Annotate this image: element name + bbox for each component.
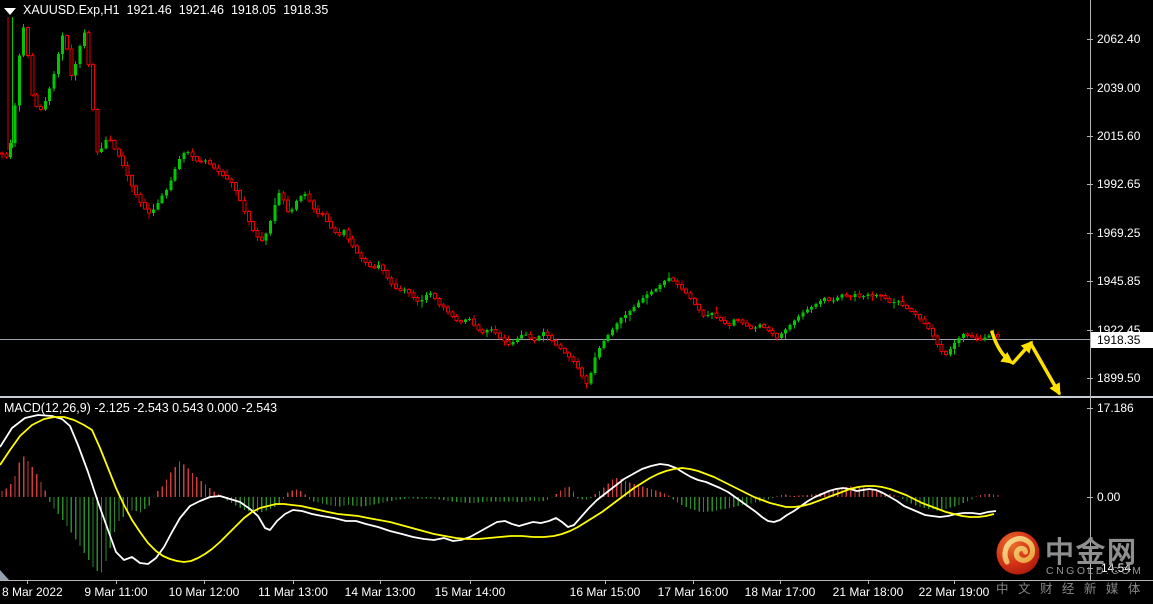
time-axis-label: 8 Mar 2022 — [2, 585, 63, 599]
price-axis-label: 1899.50 — [1097, 371, 1141, 385]
macd-axis-label: -14.54 — [1097, 561, 1132, 575]
price-axis-label: 2015.60 — [1097, 129, 1141, 143]
time-axis-label: 9 Mar 11:00 — [84, 585, 148, 599]
axis-frame-lines — [0, 0, 1153, 584]
time-axis-label: 18 Mar 17:00 — [744, 585, 816, 599]
watermark-tagline: 中 文 财 经 新 媒 体 — [996, 582, 1144, 596]
macd-axis-label: 0.00 — [1097, 490, 1121, 504]
watermark-domain: CNGOLD.COM — [1046, 565, 1144, 577]
time-axis-label: 21 Mar 18:00 — [832, 585, 904, 599]
cngold-logo-icon — [996, 531, 1040, 575]
cngold-watermark: 中金网 CNGOLD.COM 中 文 财 经 新 媒 体 — [992, 527, 1153, 596]
time-axis-label: 16 Mar 15:00 — [569, 585, 641, 599]
price-axis-label: 2039.00 — [1097, 81, 1141, 95]
time-axis-label: 14 Mar 13:00 — [344, 585, 416, 599]
price-axis-label: 2062.40 — [1097, 32, 1141, 46]
ohlc-high: 1921.46 — [178, 3, 224, 17]
ohlc-low: 1918.05 — [230, 3, 277, 17]
candlestick-series[interactable] — [0, 17, 1000, 389]
time-axis-label: 15 Mar 14:00 — [434, 585, 506, 599]
ohlc-open: 1921.46 — [126, 3, 172, 17]
pane-resize-corner-icon[interactable] — [0, 570, 9, 580]
current-price-tag: 1918.35 — [1091, 332, 1153, 348]
symbol-dropdown-icon[interactable] — [4, 8, 16, 15]
price-axis-label: 1969.25 — [1097, 226, 1141, 240]
macd-indicator-label: MACD(12,26,9) -2.125 -2.543 0.543 0.000 … — [4, 401, 278, 415]
time-axis-label: 22 Mar 19:00 — [918, 585, 990, 599]
price-axis-label: 1945.85 — [1097, 274, 1141, 288]
macd-indicator-pane[interactable] — [1, 456, 999, 573]
macd-signal-lines — [0, 414, 997, 565]
time-axis-label: 17 Mar 16:00 — [657, 585, 729, 599]
price-axis-label: 1992.65 — [1097, 177, 1141, 191]
time-axis-label: 10 Mar 12:00 — [168, 585, 240, 599]
time-axis-label: 11 Mar 13:00 — [258, 585, 328, 599]
macd-axis-label: 17.186 — [1097, 401, 1134, 415]
trend-arrows-annotation[interactable] — [990, 330, 1061, 396]
watermark-title: 中金网 — [1045, 537, 1139, 569]
symbol-label: XAUUSD.Exp,H1 — [23, 3, 120, 17]
ohlc-close: 1918.35 — [283, 3, 329, 17]
chart-header: XAUUSD.Exp,H1 1921.46 1921.46 1918.05 1918.3… — [4, 3, 328, 17]
